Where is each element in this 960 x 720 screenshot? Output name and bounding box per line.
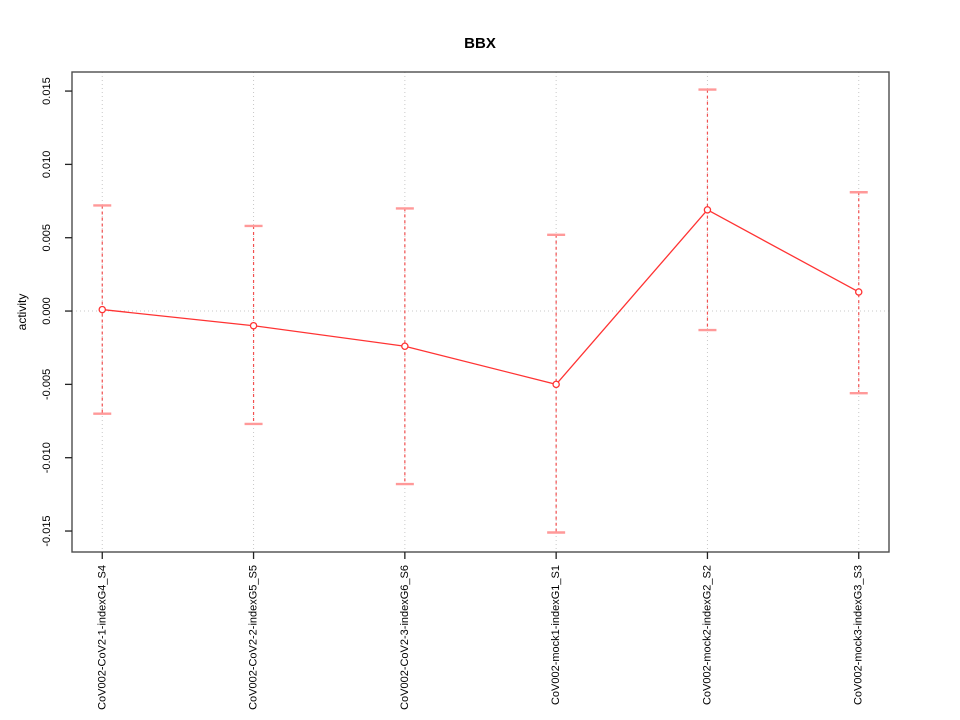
x-tick-label: CoV002-CoV2-1-indexG4_S4 [96,565,108,710]
x-tick-label: CoV002-mock3-indexG3_S3 [853,565,865,705]
data-point-marker [552,380,560,389]
series-line [102,209,860,386]
plot-area: -0.015 -0.010 -0.005 0.000 0.005 0.010 0.015 Co… [41,71,890,710]
y-tick-label: -0.015 [41,515,53,546]
x-tick-label: CoV002-mock2-indexG2_S2 [701,565,713,705]
data-point-marker [401,342,409,350]
data-point-marker [98,305,107,314]
x-tick-label: CoV002-CoV2-2-indexG5_S5 [248,565,260,710]
y-tick-label: -0.005 [41,369,53,400]
y-tick-label: 0.015 [41,77,53,105]
plot-box [71,71,890,553]
y-tick-label: 0.005 [41,224,53,252]
y-tick-label: 0.010 [41,151,53,179]
y-tick-label: -0.010 [41,442,53,473]
data-point-marker [854,288,863,296]
y-axis-label: activity [15,294,29,331]
data-point-marker [249,321,258,330]
chart-title: BBX [464,35,496,52]
x-tick-label: CoV002-mock1-indexG1_S1 [550,565,562,705]
data-point-marker [703,206,712,214]
y-tick-label: 0.000 [41,297,53,325]
x-tick-label: CoV002-CoV2-3-indexG6_S6 [399,565,411,710]
